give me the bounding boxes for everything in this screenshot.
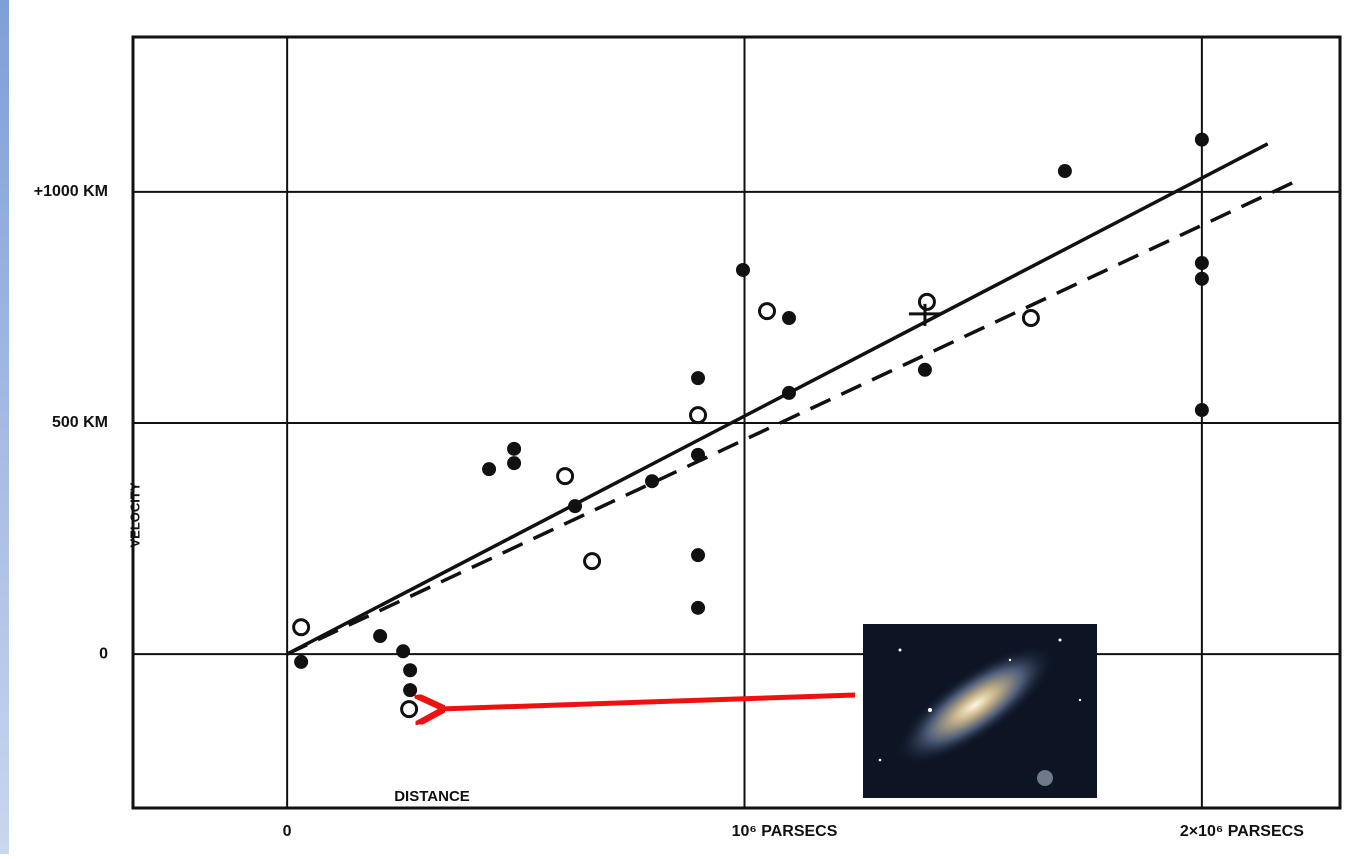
data-point [396,644,410,658]
data-point [1023,311,1038,326]
data-point [507,442,521,456]
y-tick-label: 500 KM [52,414,108,431]
data-point [568,499,582,513]
data-point [1195,256,1209,270]
plot-area: 0 10⁶ PARSECS 2×10⁶ PARSECS 0 500 KM +1000 KM [34,37,1340,840]
data-point [294,655,308,669]
data-point [1058,164,1072,178]
y-axis-label: VELOCITY [127,482,142,547]
side-strip [0,0,9,854]
data-point [585,554,600,569]
fit-line [287,181,1297,654]
data-point [482,462,496,476]
data-point [782,386,796,400]
x-tick-label: 2×10⁶ PARSECS [1180,823,1304,840]
data-point [403,663,417,677]
x-tick-label: 10⁶ PARSECS [732,823,838,840]
data-point [507,456,521,470]
page: VELOCITY DISTANCE 0 10⁶ PARSECS 2×10⁶ PARS… [0,0,1365,854]
data-point [691,601,705,615]
data-point [1195,272,1209,286]
data-point [919,294,934,309]
data-point [373,629,387,643]
galaxy-photo [863,624,1097,798]
data-point [294,620,309,635]
data-point [909,304,941,326]
data-point [1195,403,1209,417]
data-point [403,683,417,697]
data-point [645,474,659,488]
data-point [760,304,775,319]
data-point [691,448,705,462]
y-tick-label: +1000 KM [34,183,108,200]
pointer-arrow [440,695,855,709]
fit-line [287,144,1268,654]
data-point [558,469,573,484]
x-axis-label: DISTANCE [394,788,470,805]
data-point [736,263,750,277]
chart: VELOCITY DISTANCE 0 10⁶ PARSECS 2×10⁶ PARS… [0,0,1365,854]
data-point [691,408,706,423]
y-tick-label: 0 [99,645,108,662]
data-point [1195,133,1209,147]
data-point [918,363,932,377]
data-point [402,702,417,717]
x-tick-label: 0 [283,823,292,840]
data-point [691,548,705,562]
data-point [691,371,705,385]
data-point [782,311,796,325]
